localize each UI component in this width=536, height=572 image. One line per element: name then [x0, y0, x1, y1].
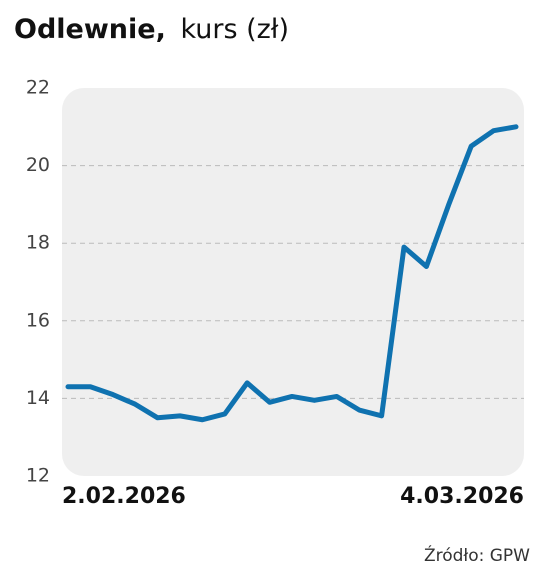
y-tick-label: 20: [26, 154, 50, 176]
chart-subtitle: kurs (zł): [180, 14, 289, 45]
chart-title: Odlewnie,: [14, 14, 166, 45]
y-tick-label: 18: [26, 232, 50, 254]
chart-heading: Odlewnie, kurs (zł): [14, 14, 289, 45]
y-tick-label: 12: [26, 465, 50, 487]
plot-area: [62, 88, 524, 476]
x-tick-label: 4.03.2026: [400, 484, 524, 509]
y-tick-label: 14: [26, 387, 50, 409]
x-tick-label: 2.02.2026: [62, 484, 186, 509]
source: Źródło: GPW: [424, 544, 530, 566]
y-tick-label: 16: [26, 309, 50, 331]
y-tick-label: 22: [26, 77, 50, 99]
line-series: [65, 124, 519, 423]
